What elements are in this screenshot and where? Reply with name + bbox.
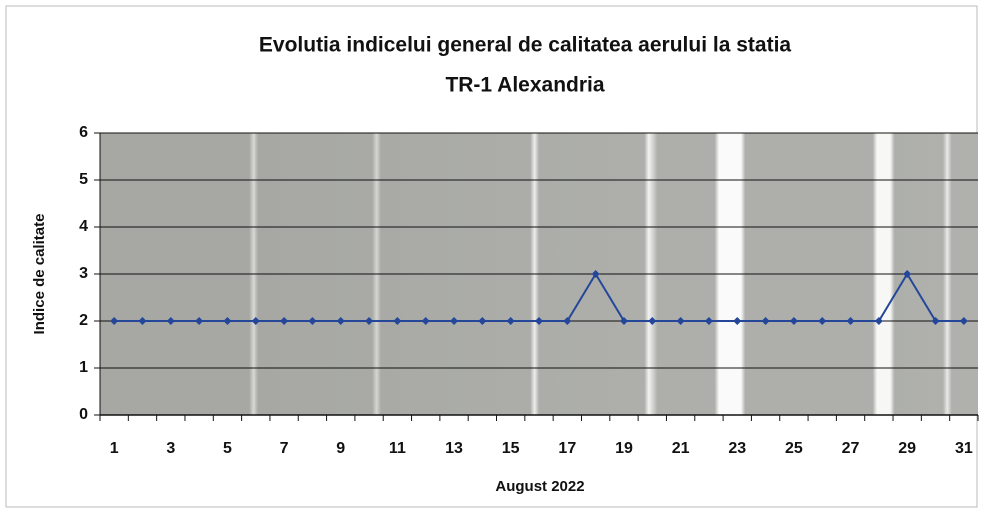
chart-subtitle: TR-1 Alexandria: [445, 74, 604, 97]
y-tick-label: 4: [79, 218, 88, 235]
y-axis-label: Indice de calitate: [31, 214, 48, 335]
data-point: [846, 317, 855, 325]
x-tick-label: 29: [898, 440, 916, 457]
data-point: [365, 317, 374, 325]
data-point: [393, 317, 402, 325]
data-point: [676, 317, 685, 325]
data-point: [251, 317, 260, 325]
data-point: [619, 317, 628, 325]
y-tick-label: 1: [79, 359, 88, 376]
x-tick-label: 9: [336, 440, 345, 457]
data-point: [223, 317, 232, 325]
data-point: [931, 317, 940, 325]
x-tick-label: 1: [110, 440, 119, 457]
data-point: [648, 317, 657, 325]
x-tick-label: 7: [280, 440, 289, 457]
x-tick-label: 13: [445, 440, 463, 457]
x-tick-label: 25: [785, 440, 803, 457]
chart-title: Evolutia indicelui general de calitatea …: [259, 34, 792, 57]
data-point: [704, 317, 713, 325]
x-tick-label: 23: [728, 440, 746, 457]
x-tick-label: 31: [955, 440, 973, 457]
data-point: [761, 317, 770, 325]
y-tick-label: 3: [79, 265, 88, 282]
data-point: [506, 317, 515, 325]
x-tick-label: 11: [389, 440, 406, 457]
data-point: [874, 317, 883, 325]
data-point: [421, 317, 430, 325]
data-point: [818, 317, 827, 325]
data-point: [535, 317, 543, 325]
data-point: [789, 317, 798, 325]
x-tick-label: 15: [502, 440, 520, 457]
data-point: [308, 317, 317, 325]
data-point: [336, 317, 345, 325]
data-point: [478, 317, 487, 325]
x-axis-label: August 2022: [495, 478, 584, 495]
data-point: [959, 317, 968, 325]
x-tick-label: 27: [842, 440, 860, 457]
y-tick-label: 0: [79, 406, 88, 423]
data-point: [591, 270, 600, 278]
data-point: [903, 270, 912, 278]
data-point: [280, 317, 289, 325]
data-point: [138, 317, 147, 325]
data-point: [110, 317, 119, 325]
y-tick-label: 5: [79, 171, 88, 188]
x-tick-label: 17: [558, 440, 576, 457]
y-tick-label: 6: [79, 124, 88, 141]
data-point: [733, 317, 742, 325]
x-tick-label: 19: [615, 440, 633, 457]
x-tick-label: 21: [672, 440, 690, 457]
data-point: [563, 317, 572, 325]
data-point: [450, 317, 459, 325]
x-tick-label: 5: [223, 440, 232, 457]
y-tick-label: 2: [79, 312, 88, 329]
data-point: [195, 317, 204, 325]
data-point: [166, 317, 175, 325]
x-tick-label: 3: [166, 440, 175, 457]
